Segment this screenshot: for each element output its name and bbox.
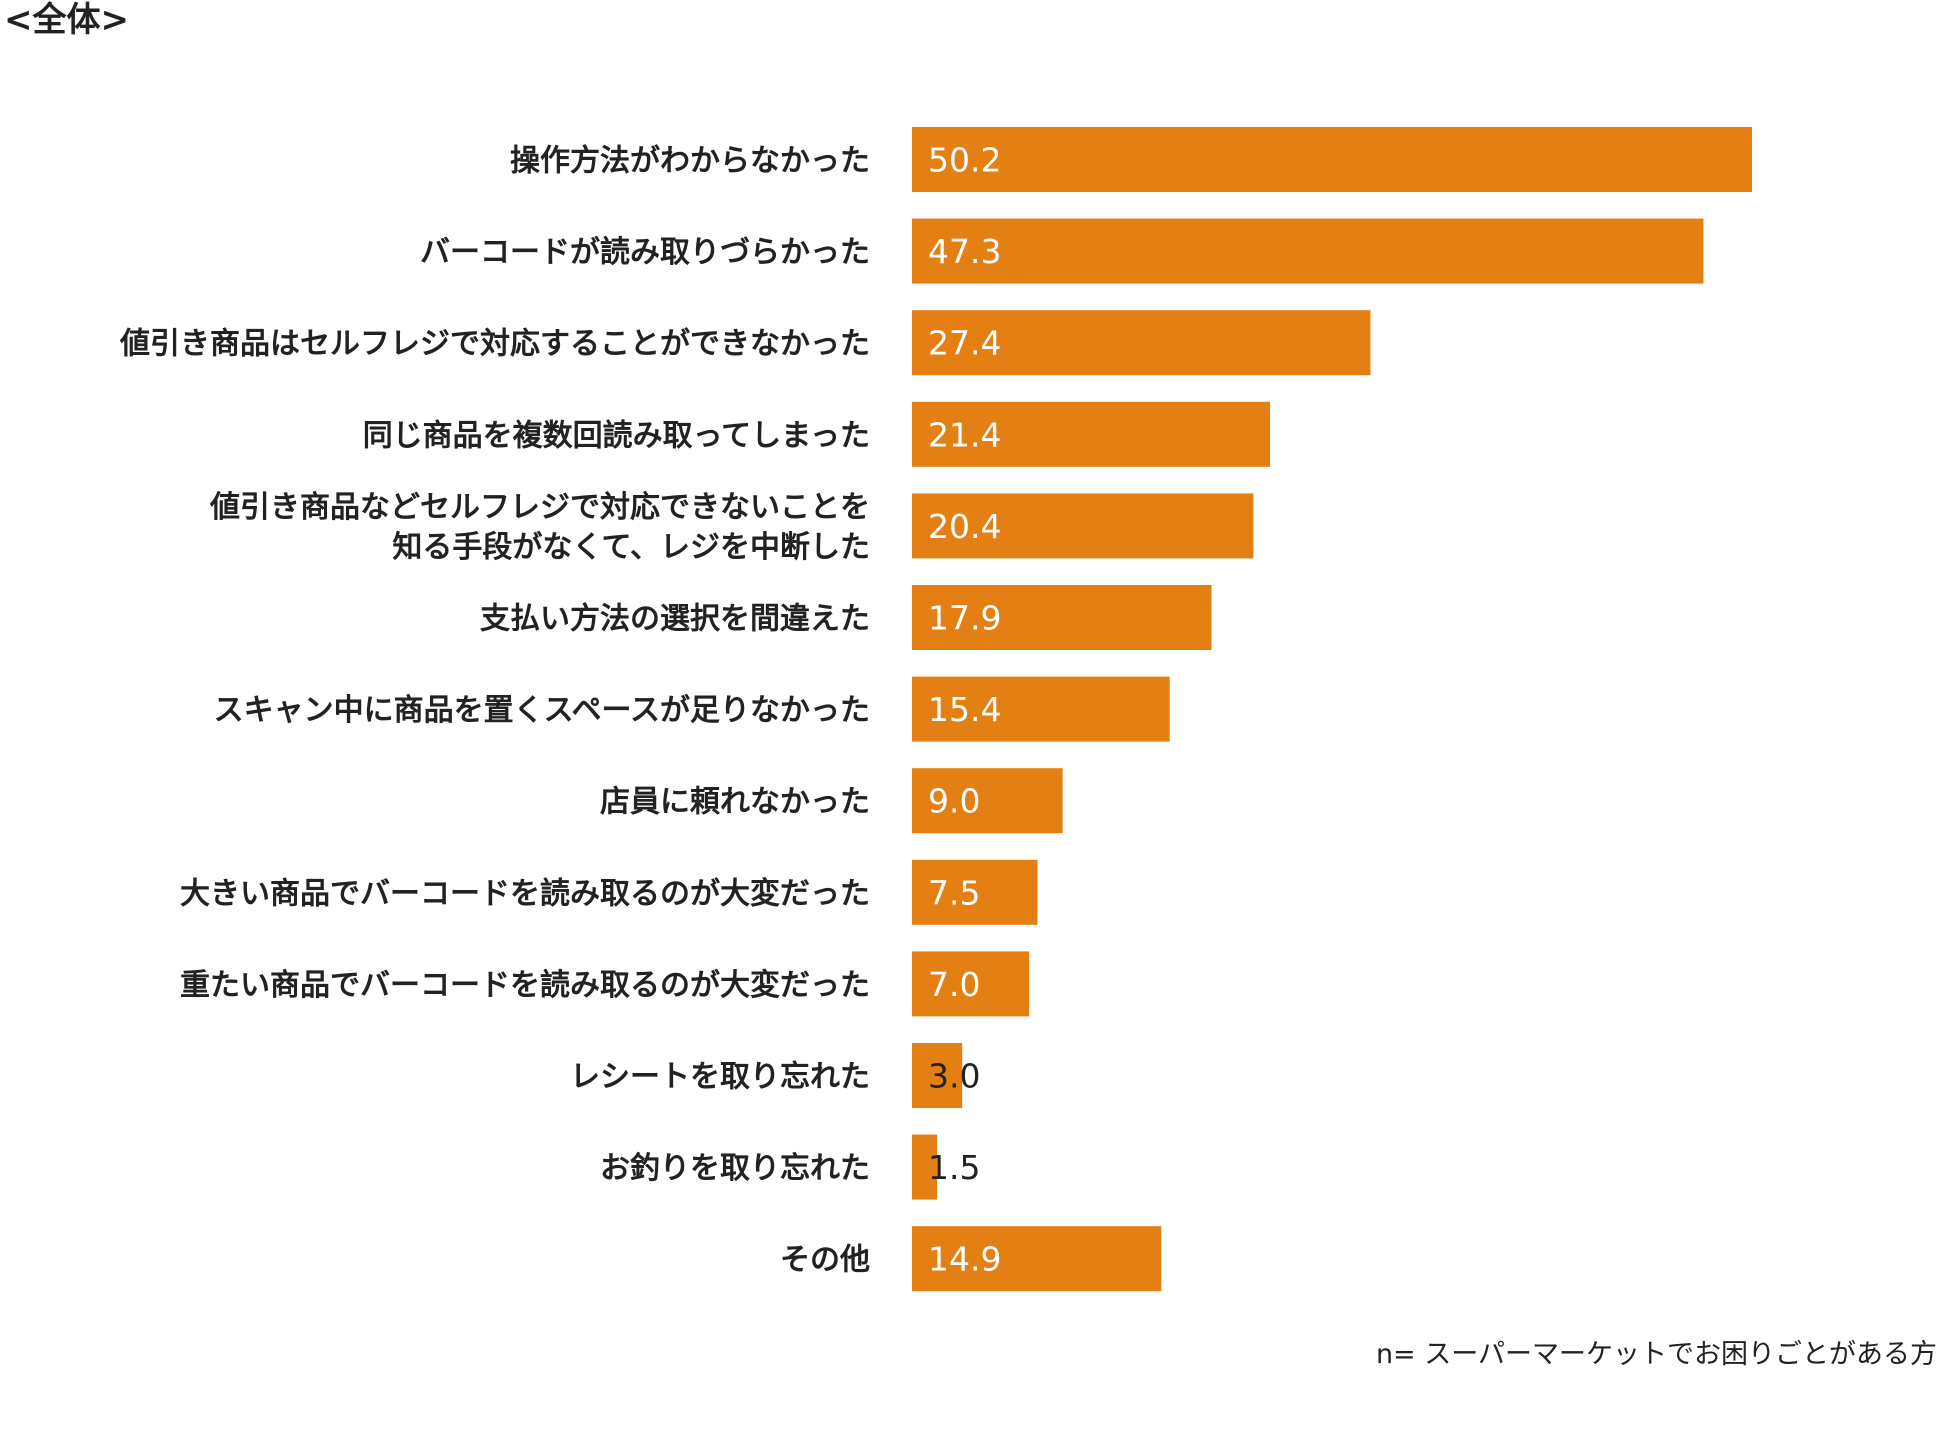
value-label: 50.2	[928, 141, 1001, 180]
bar-group: スキャン中に商品を置くスペースが足りなかった 15.4	[214, 676, 1170, 742]
bar	[912, 1043, 963, 1108]
category-label: 支払い方法の選択を間違えた	[480, 602, 870, 637]
bar-group: 店員に頼れなかった 9.0	[600, 768, 1063, 834]
value-label: 17.9	[928, 599, 1001, 638]
bar	[912, 768, 1063, 834]
value-label: 21.4	[928, 415, 1001, 454]
bar-group: 同じ商品を複数回読み取ってしまった 21.4	[363, 401, 1271, 467]
category-label: 重たい商品でバーコードを読み取るのが大変だった	[180, 968, 870, 1003]
section-title: <全体>	[4, 0, 129, 40]
category-label: バーコードが読み取りづらかった	[420, 235, 870, 270]
bar	[912, 1226, 1162, 1292]
bar-group: 大きい商品でバーコードを読み取るのが大変だった 7.5	[180, 859, 1038, 925]
bar	[912, 951, 1030, 1017]
bar	[912, 859, 1038, 925]
value-label: 9.0	[928, 782, 980, 821]
category-label: 値引き商品などセルフレジで対応できないことを	[209, 490, 870, 525]
value-label: 7.0	[928, 965, 980, 1004]
value-label: 7.5	[928, 873, 980, 912]
category-label: 操作方法がわからなかった	[510, 144, 870, 179]
category-label: 大きい商品でバーコードを読み取るのが大変だった	[180, 876, 870, 911]
bar-group: レシートを取り忘れた 3.0	[570, 1043, 980, 1108]
bar-group: その他 14.9	[780, 1226, 1162, 1292]
bar-group: 値引き商品はセルフレジで対応することができなかった 27.4	[119, 310, 1371, 376]
value-label: 15.4	[928, 690, 1001, 729]
bar	[912, 676, 1170, 742]
bar-group: 支払い方法の選択を間違えた 17.9	[480, 585, 1212, 650]
bar	[912, 585, 1212, 650]
value-label: 1.5	[928, 1148, 980, 1187]
bar-chart: 操作方法がわからなかった 50.2 バーコードが読み取りづらかった 47.3 値引き商品…	[119, 127, 1752, 1292]
category-label: スキャン中に商品を置くスペースが足りなかった	[214, 693, 870, 728]
value-label: 47.3	[928, 232, 1001, 271]
value-label: 20.4	[928, 507, 1001, 546]
bar	[912, 493, 1254, 559]
category-label: 店員に頼れなかった	[600, 785, 870, 820]
sample-footnote: n= スーパーマーケットでお困りごとがある方	[1375, 1339, 1937, 1370]
bar	[912, 218, 1704, 284]
value-label: 27.4	[928, 324, 1001, 363]
bar-group: バーコードが読み取りづらかった 47.3	[420, 218, 1704, 284]
bar-group: 操作方法がわからなかった 50.2	[510, 127, 1752, 192]
bar-group: 重たい商品でバーコードを読み取るのが大変だった 7.0	[180, 951, 1030, 1017]
value-label: 3.0	[928, 1057, 980, 1096]
value-label: 14.9	[928, 1240, 1001, 1279]
bar	[912, 1134, 938, 1200]
category-label: 値引き商品はセルフレジで対応することができなかった	[119, 327, 870, 362]
category-label: レシートを取り忘れた	[570, 1060, 870, 1095]
category-label: お釣りを取り忘れた	[600, 1151, 870, 1186]
category-label: 同じ商品を複数回読み取ってしまった	[363, 418, 870, 453]
category-label: 知る手段がなくて、レジを中断した	[392, 530, 870, 565]
bar	[912, 310, 1371, 376]
bar	[912, 127, 1752, 192]
bar-group: お釣りを取り忘れた 1.5	[600, 1134, 980, 1200]
bar	[912, 401, 1271, 467]
category-label: その他	[780, 1243, 870, 1278]
